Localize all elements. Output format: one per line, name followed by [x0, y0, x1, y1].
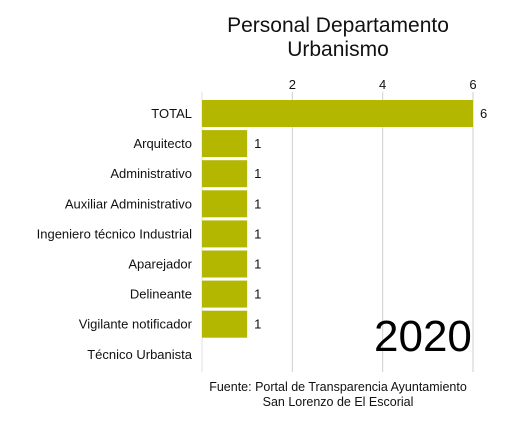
- x-tick-label-4: 4: [379, 77, 386, 92]
- year-label: 2020: [374, 312, 472, 361]
- bar-1: [202, 130, 248, 158]
- data-label-1: 1: [254, 136, 261, 151]
- source-line-1: Fuente: Portal de Transparencia Ayuntami…: [209, 380, 467, 394]
- source-line-2: San Lorenzo de El Escorial: [262, 395, 414, 409]
- source-note: Fuente: Portal de Transparencia Ayuntami…: [150, 380, 526, 410]
- category-label-1: Arquitecto: [133, 136, 192, 151]
- x-tick-label-6: 6: [469, 77, 476, 92]
- data-label-2: 1: [254, 166, 261, 181]
- category-label-7: Vigilante notificador: [79, 317, 193, 332]
- bar-4: [202, 220, 248, 248]
- category-label-5: Aparejador: [128, 257, 192, 272]
- bar-6: [202, 280, 248, 308]
- category-label-0: TOTAL: [151, 106, 192, 121]
- data-label-6: 1: [254, 287, 261, 302]
- chart-title-line-2: Urbanismo: [287, 38, 389, 61]
- chart-title: Personal Departamento Urbanismo: [0, 14, 528, 62]
- data-label-5: 1: [254, 257, 261, 272]
- category-label-3: Auxiliar Administrativo: [65, 196, 192, 211]
- category-label-8: Técnico Urbanista: [87, 347, 193, 362]
- data-label-7: 1: [254, 317, 261, 332]
- bar-7: [202, 310, 248, 338]
- bar-0: [202, 100, 473, 127]
- category-label-6: Delineante: [130, 287, 192, 302]
- category-label-2: Administrativo: [110, 166, 192, 181]
- bar-5: [202, 250, 248, 278]
- data-label-0: 6: [480, 106, 487, 121]
- data-label-3: 1: [254, 196, 261, 211]
- data-label-4: 1: [254, 226, 261, 241]
- bar-3: [202, 190, 248, 218]
- bar-2: [202, 160, 248, 188]
- chart-title-line-1: Personal Departamento: [227, 14, 449, 37]
- x-tick-label-2: 2: [289, 77, 296, 92]
- category-label-4: Ingeniero técnico Industrial: [37, 226, 192, 241]
